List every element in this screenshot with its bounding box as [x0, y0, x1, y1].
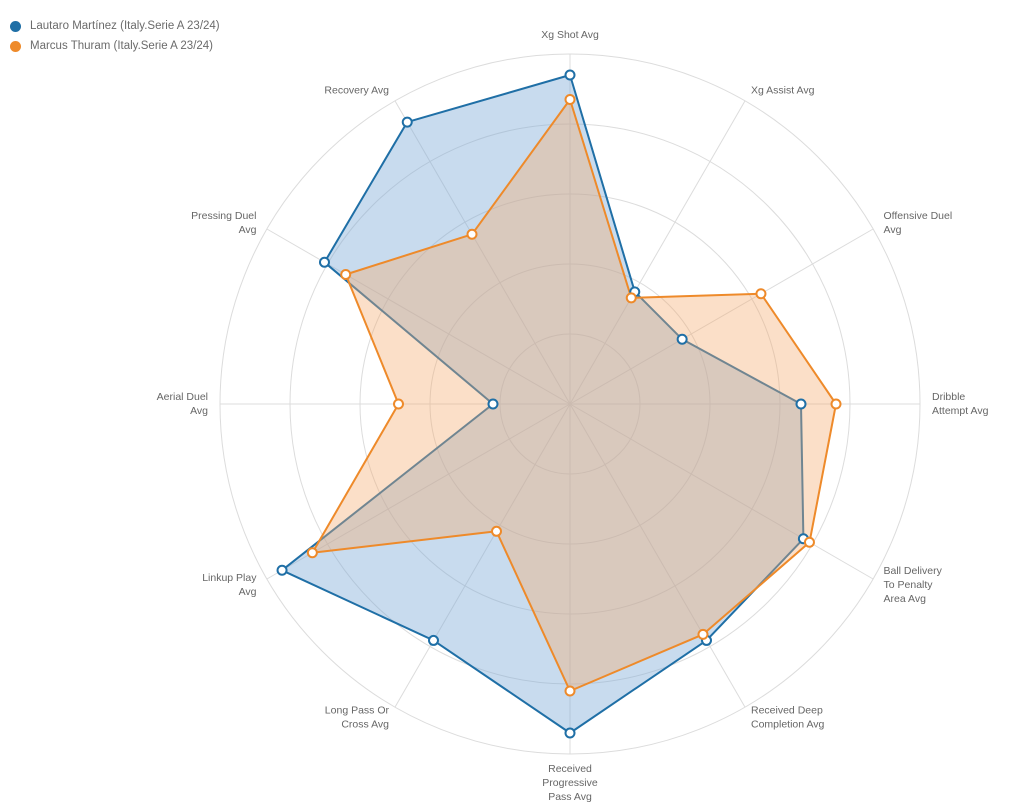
- data-point-marcus-thuram-offensive-duel-avg: [755, 288, 767, 300]
- chart-legend: Lautaro Martínez (Italy.Serie A 23/24) M…: [10, 16, 220, 56]
- data-point-marcus-thuram-xg-shot-avg: [564, 94, 576, 105]
- axis-label-ball-delivery-to-penalty-area-avg: Ball Delivery To Penalty Area Avg: [884, 565, 943, 605]
- data-point-lautaro-martinez-offensive-duel-avg: [676, 333, 688, 345]
- axis-line-recovery-avg: [394, 100, 571, 405]
- data-point-marcus-thuram-dribble-attempt-avg: [830, 398, 842, 410]
- axis-line-xg-assist-avg: [569, 100, 746, 405]
- axis-line-ball-delivery-to-penalty-area-avg: [569, 403, 874, 580]
- axis-line-received-deep-completion-avg: [569, 403, 746, 708]
- data-point-lautaro-martinez-received-progressive-pass-avg: [564, 727, 576, 739]
- axis-label-recovery-avg: Recovery Avg: [324, 84, 389, 96]
- axis-label-received-progressive-pass-avg: Received Progressive Pass Avg: [542, 763, 598, 803]
- axis-label-dribble-attempt-avg: Dribble Attempt Avg: [932, 391, 989, 417]
- data-point-lautaro-martinez-aerial-duel-avg: [487, 398, 499, 410]
- data-point-lautaro-martinez-linkup-play-avg: [276, 564, 288, 576]
- data-point-marcus-thuram-received-deep-completion-avg: [697, 628, 709, 640]
- axis-label-offensive-duel-avg: Offensive Duel Avg: [884, 210, 953, 236]
- data-point-marcus-thuram-aerial-duel-avg: [393, 398, 404, 410]
- data-point-lautaro-martinez-long-pass-or-cross-avg: [428, 634, 439, 646]
- data-point-marcus-thuram-recovery-avg: [466, 228, 478, 240]
- data-point-marcus-thuram-ball-delivery-to-penalty-area-avg: [803, 536, 815, 548]
- data-point-lautaro-martinez-recovery-avg: [401, 116, 413, 128]
- axis-line-pressing-duel-avg: [266, 228, 571, 405]
- data-point-marcus-thuram-pressing-duel-avg: [340, 269, 352, 280]
- axis-line-long-pass-or-cross-avg: [394, 403, 571, 708]
- legend-label-marcus-thuram: Marcus Thuram (Italy.Serie A 23/24): [30, 40, 214, 52]
- data-point-lautaro-martinez-xg-shot-avg: [564, 69, 576, 81]
- axis-label-received-deep-completion-avg: Received Deep Completion Avg: [751, 705, 825, 731]
- legend-swatch-lautaro-martinez: [10, 20, 21, 32]
- legend-item-lautaro-martinez[interactable]: Lautaro Martínez (Italy.Serie A 23/24): [10, 16, 220, 36]
- axis-label-xg-shot-avg: Xg Shot Avg: [541, 29, 599, 41]
- data-point-lautaro-martinez-pressing-duel-avg: [318, 256, 330, 268]
- axis-line-linkup-play-avg: [266, 403, 571, 580]
- data-point-marcus-thuram-long-pass-or-cross-avg: [491, 525, 502, 537]
- axis-labels: Xg Shot Avg Xg Assist Avg Offensive Duel Av…: [157, 29, 989, 803]
- axis-label-xg-assist-avg: Xg Assist Avg: [751, 84, 815, 96]
- data-point-marcus-thuram-linkup-play-avg: [306, 547, 318, 559]
- data-point-marcus-thuram-xg-assist-avg: [625, 292, 637, 304]
- axis-label-linkup-play-avg: Linkup Play Avg: [202, 572, 257, 598]
- data-point-marcus-thuram-received-progressive-pass-avg: [564, 685, 576, 697]
- data-point-lautaro-martinez-dribble-attempt-avg: [795, 398, 807, 410]
- axis-label-aerial-duel-avg: Aerial Duel Avg: [157, 391, 209, 417]
- axis-line-offensive-duel-avg: [569, 228, 874, 405]
- radar-series: [276, 69, 842, 739]
- legend-swatch-marcus-thuram: [10, 40, 21, 52]
- axis-label-long-pass-or-cross-avg: Long Pass Or Cross Avg: [325, 705, 390, 731]
- axis-label-pressing-duel-avg: Pressing Duel Avg: [191, 210, 257, 236]
- legend-item-marcus-thuram[interactable]: Marcus Thuram (Italy.Serie A 23/24): [10, 36, 220, 56]
- legend-label-lautaro-martinez: Lautaro Martínez (Italy.Serie A 23/24): [30, 20, 220, 32]
